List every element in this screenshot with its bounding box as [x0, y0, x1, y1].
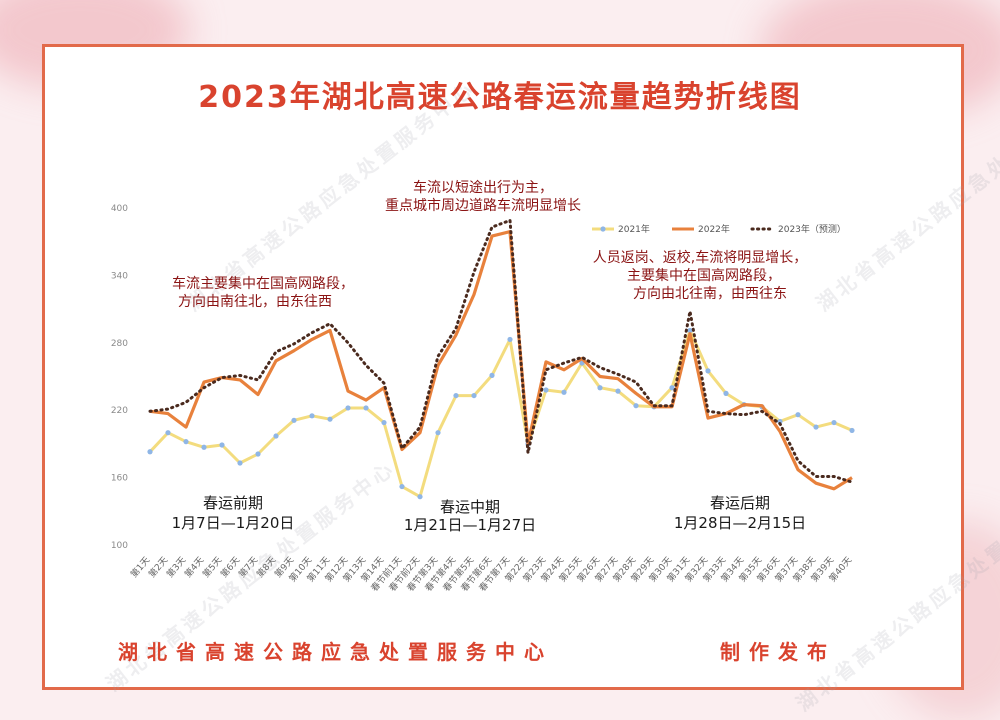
data-point: [687, 327, 693, 334]
data-point: [309, 413, 315, 419]
annotation-line: 方向由南往北，由东往西: [178, 294, 332, 310]
y-tick-label: 340: [111, 271, 128, 281]
data-point: [327, 416, 333, 422]
phase-early: 春运前期 1月7日—1月20日: [172, 494, 295, 532]
data-point: [201, 444, 207, 450]
x-tick-label: 第7天: [236, 554, 260, 580]
data-point: [597, 385, 603, 391]
data-point: [543, 387, 549, 393]
data-point: [273, 433, 279, 439]
line-chart: 100 160 220 280 340 400 第1天第2天第3天第4天第5天第6天第7天…: [111, 179, 855, 594]
legend-label: 2023年（预测）: [778, 223, 846, 235]
data-point: [147, 449, 153, 455]
x-tick-label: 第2天: [146, 554, 170, 580]
x-tick-label: 第4天: [182, 554, 206, 580]
series-line-0: [148, 328, 853, 499]
data-point: [669, 385, 675, 391]
legend-label: 2022年: [698, 223, 730, 235]
x-tick-label: 第8天: [254, 554, 278, 580]
annotation-early: 车流主要集中在国高网路段， 方向由南往北，由东往西: [172, 275, 354, 310]
x-tick-label: 第6天: [218, 554, 242, 580]
annotation-line: 车流以短途出行为主，: [413, 179, 553, 196]
data-point: [723, 390, 729, 396]
chart-card: [42, 44, 964, 690]
legend-label: 2021年: [618, 223, 650, 235]
annotation-line: 主要集中在国高网路段，: [627, 267, 781, 284]
y-tick-label: 220: [111, 406, 128, 416]
series-group: [147, 218, 855, 500]
data-point: [219, 442, 225, 448]
data-point: [399, 483, 405, 490]
x-tick-label: 第1天: [128, 554, 152, 580]
x-tick-label: 第3天: [164, 554, 188, 580]
data-point: [345, 405, 351, 411]
data-point: [633, 403, 639, 409]
data-point: [435, 430, 441, 436]
series-line-1: [149, 230, 853, 491]
phase-dates: 1月21日—1月27日: [404, 516, 536, 534]
phase-name: 春运前期: [203, 494, 263, 512]
x-axis: 第1天第2天第3天第4天第5天第6天第7天第8天第9天第10天第11天第12天第…: [128, 554, 854, 594]
data-point: [507, 336, 513, 343]
y-axis: 100 160 220 280 340 400: [111, 204, 128, 551]
y-tick-label: 160: [111, 474, 128, 484]
x-tick-label: 第5天: [200, 554, 224, 580]
legend: 2021年 2022年 2023年（预测）: [592, 223, 846, 235]
y-tick-label: 400: [111, 204, 128, 214]
data-point: [417, 494, 423, 500]
phase-dates: 1月28日—2月15日: [674, 514, 806, 532]
data-point: [615, 388, 621, 394]
data-point: [165, 430, 171, 436]
legend-marker: [600, 226, 606, 232]
y-tick-label: 280: [111, 339, 128, 349]
data-point: [291, 417, 297, 423]
data-point: [561, 389, 567, 395]
phase-name: 春运后期: [710, 494, 770, 512]
data-point: [489, 372, 495, 378]
data-point: [237, 460, 243, 466]
chart-title: 2023年湖北高速公路春运流量趋势折线图: [198, 80, 802, 115]
y-tick-label: 100: [111, 541, 128, 551]
series-line-2: [148, 218, 854, 484]
data-point: [849, 427, 855, 434]
data-point: [363, 405, 369, 411]
data-point: [705, 368, 711, 374]
footer-publisher: 湖北省高速公路应急处置服务中心: [118, 640, 553, 664]
annotation-middle: 车流以短途出行为主， 重点城市周边道路车流明显增长: [385, 179, 581, 214]
data-point: [453, 392, 459, 399]
data-point: [381, 419, 387, 426]
phase-middle: 春运中期 1月21日—1月27日: [404, 498, 536, 534]
annotation-late: 人员返岗、返校,车流将明显增长， 主要集中在国高网路段， 方向由北往南，由西往东: [593, 249, 807, 302]
annotation-line: 人员返岗、返校,车流将明显增长，: [593, 249, 807, 266]
data-point: [471, 392, 477, 399]
annotation-line: 车流主要集中在国高网路段，: [172, 275, 354, 292]
data-point: [831, 419, 837, 426]
phase-name: 春运中期: [440, 498, 500, 516]
annotation-line: 方向由北往南，由西往东: [633, 286, 787, 302]
data-point: [813, 424, 819, 430]
data-point: [255, 451, 261, 457]
annotation-line: 重点城市周边道路车流明显增长: [385, 197, 581, 214]
data-point: [795, 412, 801, 418]
data-point: [183, 439, 189, 445]
phase-dates: 1月7日—1月20日: [172, 514, 295, 532]
footer-action: 制作发布: [720, 640, 836, 664]
phase-late: 春运后期 1月28日—2月15日: [674, 494, 806, 532]
